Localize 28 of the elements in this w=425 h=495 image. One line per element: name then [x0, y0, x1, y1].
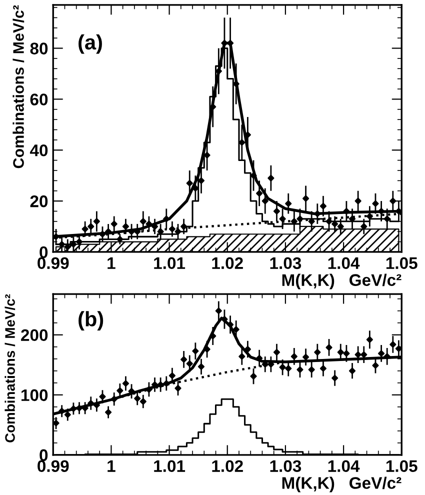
- y-tick-label: 60: [30, 94, 48, 106]
- y-tick-label: 80: [30, 42, 48, 54]
- y-tick-label: 200: [21, 329, 48, 342]
- x-tick-label: 1.05: [386, 257, 418, 270]
- x-tick-label: 1.03: [270, 257, 302, 270]
- y-axis-title: Combinations / MeV/c²: [12, 5, 24, 168]
- x-tick-label: 1.04: [328, 460, 360, 472]
- x-tick-label: 1.02: [212, 257, 243, 270]
- y-tick-label: 0: [40, 449, 48, 462]
- y-tick-label: 0: [40, 246, 48, 258]
- x-tick-label: 1.01: [154, 460, 186, 472]
- x-tick-label: 1.04: [328, 257, 360, 270]
- x-tick-label: 0.99: [38, 460, 69, 472]
- y-axis-title: Combinations / MeV/c²: [4, 294, 16, 442]
- y-tick-label: 40: [30, 144, 48, 156]
- x-tick-label: 0.99: [38, 257, 69, 270]
- x-tick-label: 1.02: [212, 460, 243, 472]
- annotation: (a): [78, 34, 102, 54]
- x-tick-label: 1: [108, 257, 116, 269]
- x-tick-label: 1.03: [270, 460, 302, 472]
- x-axis-title: M(K,K) GeV/c²: [282, 274, 402, 290]
- x-axis-title: M(K,K) GeV/c²: [282, 476, 402, 492]
- x-tick-label: 1: [108, 460, 116, 472]
- y-tick-label: 100: [22, 389, 48, 402]
- y-tick-label: 20: [30, 195, 48, 208]
- x-tick-label: 1.01: [154, 257, 186, 270]
- x-tick-label: 1.05: [386, 460, 418, 472]
- annotation: (b): [78, 311, 104, 331]
